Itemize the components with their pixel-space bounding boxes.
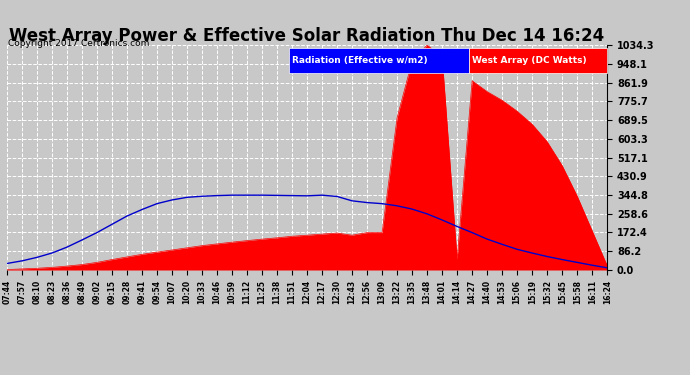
Title: West Array Power & Effective Solar Radiation Thu Dec 14 16:24: West Array Power & Effective Solar Radia… [10,27,604,45]
Text: West Array (DC Watts): West Array (DC Watts) [472,56,586,65]
Text: Copyright 2017 Certronics.com: Copyright 2017 Certronics.com [8,39,150,48]
Text: Radiation (Effective w/m2): Radiation (Effective w/m2) [292,56,427,65]
